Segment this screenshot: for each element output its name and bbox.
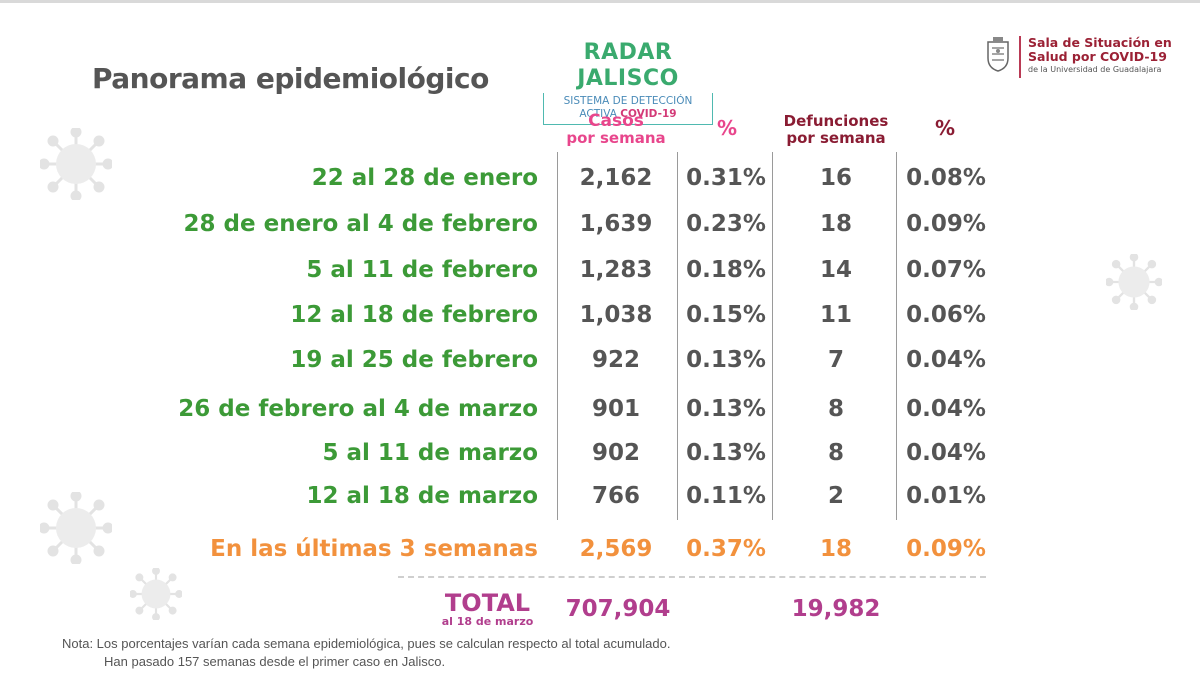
column-separator bbox=[772, 152, 773, 520]
row-casos: 901 bbox=[591, 396, 640, 422]
row-casos: 922 bbox=[591, 347, 640, 373]
radar-subtitle-box: SISTEMA DE DETECCIÓN ACTIVA COVID-19 bbox=[543, 93, 713, 125]
row-pct-defunciones: 0.04% bbox=[906, 396, 986, 422]
total-defunciones: 19,982 bbox=[791, 596, 881, 622]
virus-icon bbox=[1106, 254, 1162, 310]
table-row: 5 al 11 de marzo 902 0.13% 8 0.04% bbox=[0, 433, 1200, 473]
summary-period: En las últimas 3 semanas bbox=[210, 536, 538, 562]
row-period: 22 al 28 de enero bbox=[311, 165, 538, 191]
header-casos-line1: Casos bbox=[588, 111, 644, 131]
row-defunciones: 2 bbox=[827, 483, 844, 509]
table-row: 22 al 28 de enero 2,162 0.31% 16 0.08% bbox=[0, 158, 1200, 198]
radar-line2-highlight: COVID-19 bbox=[620, 108, 677, 120]
row-defunciones: 16 bbox=[819, 165, 852, 191]
radar-line1: SISTEMA DE DETECCIÓN bbox=[563, 95, 693, 107]
sala-line3: de la Universidad de Guadalajara bbox=[1028, 65, 1162, 74]
row-pct-casos: 0.15% bbox=[686, 302, 766, 328]
virus-icon bbox=[130, 568, 182, 620]
row-defunciones: 8 bbox=[827, 396, 844, 422]
footnote: Nota: Los porcentajes varían cada semana… bbox=[62, 635, 670, 671]
summary-pct-casos: 0.37% bbox=[686, 536, 766, 562]
header-defunciones: Defunciones por semana bbox=[770, 113, 902, 147]
row-casos: 1,639 bbox=[579, 211, 653, 237]
total-divider bbox=[398, 576, 986, 578]
header-casos: Casos por semana bbox=[555, 113, 677, 147]
radar-line2: ACTIVA COVID-19 bbox=[544, 108, 712, 121]
row-defunciones: 18 bbox=[819, 211, 852, 237]
row-pct-defunciones: 0.04% bbox=[906, 347, 986, 373]
logo-divider bbox=[1019, 36, 1021, 78]
sala-line1: Sala de Situación en bbox=[1028, 35, 1172, 50]
row-pct-defunciones: 0.07% bbox=[906, 257, 986, 283]
row-defunciones: 7 bbox=[827, 347, 844, 373]
row-period: 5 al 11 de febrero bbox=[306, 257, 538, 283]
row-pct-casos: 0.13% bbox=[686, 347, 766, 373]
row-pct-casos: 0.13% bbox=[686, 440, 766, 466]
row-casos: 766 bbox=[591, 483, 640, 509]
table-row: 26 de febrero al 4 de marzo 901 0.13% 8 … bbox=[0, 389, 1200, 429]
summary-row: En las últimas 3 semanas 2,569 0.37% 18 … bbox=[0, 529, 1200, 569]
row-pct-casos: 0.11% bbox=[686, 483, 766, 509]
footnote-line1: Nota: Los porcentajes varían cada semana… bbox=[62, 636, 671, 651]
row-defunciones: 8 bbox=[827, 440, 844, 466]
summary-casos: 2,569 bbox=[579, 536, 653, 562]
row-pct-casos: 0.23% bbox=[686, 211, 766, 237]
row-pct-defunciones: 0.06% bbox=[906, 302, 986, 328]
row-period: 12 al 18 de febrero bbox=[290, 302, 538, 328]
header-pct-defunciones: % bbox=[934, 116, 956, 140]
crest-icon bbox=[987, 37, 1009, 72]
row-casos: 2,162 bbox=[579, 165, 653, 191]
header-pct-casos: % bbox=[716, 116, 738, 140]
virus-icon bbox=[40, 128, 112, 200]
table-row: 19 al 25 de febrero 922 0.13% 7 0.04% bbox=[0, 340, 1200, 380]
row-period: 5 al 11 de marzo bbox=[322, 440, 538, 466]
radar-jalisco-logo: RADAR JALISCO SISTEMA DE DETECCIÓN ACTIV… bbox=[532, 40, 724, 125]
top-divider bbox=[0, 0, 1200, 3]
table-row: 5 al 11 de febrero 1,283 0.18% 14 0.07% bbox=[0, 250, 1200, 290]
virus-icon bbox=[40, 492, 112, 564]
sala-situacion-logo: Sala de Situación en Salud por COVID-19 … bbox=[1028, 36, 1172, 75]
row-pct-casos: 0.31% bbox=[686, 165, 766, 191]
column-separator bbox=[896, 152, 897, 520]
radar-name: RADAR JALISCO bbox=[577, 40, 679, 91]
row-defunciones: 11 bbox=[819, 302, 852, 328]
table-row: 12 al 18 de febrero 1,038 0.15% 11 0.06% bbox=[0, 295, 1200, 335]
row-period: 12 al 18 de marzo bbox=[306, 483, 538, 509]
row-pct-defunciones: 0.04% bbox=[906, 440, 986, 466]
row-pct-defunciones: 0.08% bbox=[906, 165, 986, 191]
row-pct-defunciones: 0.09% bbox=[906, 211, 986, 237]
row-period: 28 de enero al 4 de febrero bbox=[183, 211, 538, 237]
row-casos: 1,283 bbox=[579, 257, 653, 283]
table-row: 12 al 18 de marzo 766 0.11% 2 0.01% bbox=[0, 476, 1200, 516]
row-casos: 1,038 bbox=[579, 302, 653, 328]
total-title: TOTAL bbox=[444, 589, 531, 617]
column-separator bbox=[557, 152, 558, 520]
column-separator bbox=[677, 152, 678, 520]
radar-line2-prefix: ACTIVA bbox=[579, 108, 621, 120]
footnote-line2: Han pasado 157 semanas desde el primer c… bbox=[104, 654, 446, 669]
row-defunciones: 14 bbox=[819, 257, 852, 283]
row-pct-casos: 0.18% bbox=[686, 257, 766, 283]
summary-pct-defunciones: 0.09% bbox=[906, 536, 986, 562]
header-casos-line2: por semana bbox=[566, 129, 666, 147]
header-def-line2: por semana bbox=[786, 129, 886, 147]
row-pct-defunciones: 0.01% bbox=[906, 483, 986, 509]
row-period: 26 de febrero al 4 de marzo bbox=[178, 396, 538, 422]
page-title: Panorama epidemiológico bbox=[92, 62, 489, 95]
total-date: al 18 de marzo bbox=[441, 615, 534, 628]
header-def-line1: Defunciones bbox=[783, 112, 889, 130]
total-casos: 707,904 bbox=[565, 596, 671, 622]
row-period: 19 al 25 de febrero bbox=[290, 347, 538, 373]
row-pct-casos: 0.13% bbox=[686, 396, 766, 422]
summary-defunciones: 18 bbox=[819, 536, 852, 562]
total-label: TOTAL al 18 de marzo bbox=[430, 590, 545, 628]
table-row: 28 de enero al 4 de febrero 1,639 0.23% … bbox=[0, 204, 1200, 244]
row-casos: 902 bbox=[591, 440, 640, 466]
sala-line2: Salud por COVID-19 bbox=[1028, 49, 1167, 64]
